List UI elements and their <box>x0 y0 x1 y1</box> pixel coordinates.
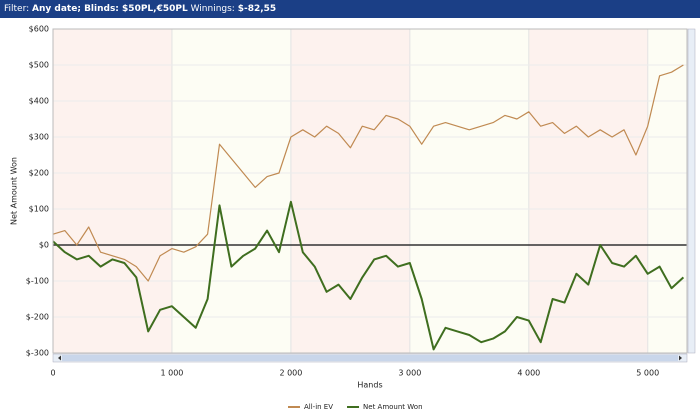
series-line <box>52 64 684 282</box>
y-axis-title: Net Amount Won <box>10 157 19 225</box>
y-tick-label: $-100 <box>26 277 49 286</box>
winnings-value: $-82,55 <box>237 4 277 14</box>
filter-bar: Filter: Any date; Blinds: $50PL,€50PL Wi… <box>0 0 700 18</box>
band <box>528 29 648 353</box>
band <box>171 29 291 353</box>
x-axis-title: Hands <box>357 381 382 390</box>
band <box>290 29 410 353</box>
band <box>647 29 687 353</box>
v-scrollbar[interactable] <box>687 28 696 354</box>
x-tick-label: 3 000 <box>398 369 421 378</box>
y-tick-label: $400 <box>29 97 49 106</box>
winnings-label: Winnings: <box>190 4 235 14</box>
scroll-right[interactable] <box>679 355 682 361</box>
y-tick-label: $300 <box>29 133 49 142</box>
y-tick-label: $-200 <box>26 313 49 322</box>
y-tick-label: $0 <box>39 241 49 250</box>
x-tick-label: 2 000 <box>279 369 302 378</box>
x-tick-label: 5 000 <box>636 369 659 378</box>
series-line <box>52 200 685 351</box>
x-tick-label: 1 000 <box>160 369 183 378</box>
filter-value: Any date; Blinds: $50PL,€50PL <box>32 4 188 14</box>
x-tick-label: 4 000 <box>517 369 540 378</box>
y-tick-label: $200 <box>29 169 49 178</box>
filter-label: Filter: <box>4 4 30 14</box>
plot-background <box>53 29 687 353</box>
y-tick-label: $100 <box>29 205 49 214</box>
legend-label: Net Amount Won <box>363 403 422 411</box>
h-scroll-thumb[interactable] <box>62 355 678 361</box>
legend-label: All-in EV <box>304 403 333 411</box>
chart: Hands Net Amount Won All-in EV Net Amount… <box>10 25 696 411</box>
scroll-left[interactable] <box>58 355 61 361</box>
x-tick-label: 0 <box>50 369 55 378</box>
band <box>409 29 529 353</box>
y-tick-label: $600 <box>29 25 49 34</box>
band <box>53 29 172 353</box>
plot-frame <box>52 28 688 354</box>
y-tick-label: $-300 <box>26 349 49 358</box>
y-tick-label: $500 <box>29 61 49 70</box>
